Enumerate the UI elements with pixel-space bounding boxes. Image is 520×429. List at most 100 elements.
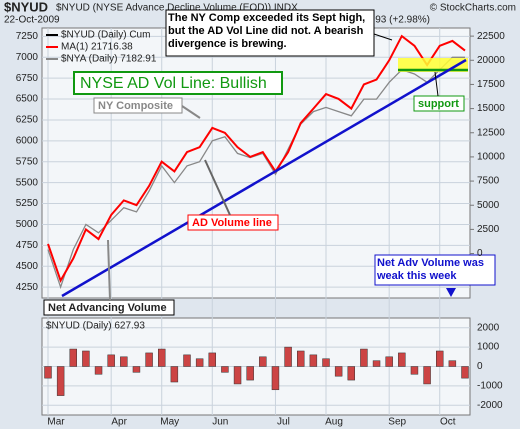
annotation: AD Volume line	[192, 217, 272, 229]
series-line	[47, 34, 466, 284]
bar	[334, 366, 343, 377]
bar	[436, 350, 444, 367]
y-tick-label: 4500	[16, 261, 39, 272]
credit: © StockCharts.com	[430, 3, 516, 14]
annotation: The NY Comp exceeded its Sept high, but …	[168, 12, 366, 50]
annotation-box	[93, 97, 183, 114]
bar	[44, 366, 52, 379]
y-tick-label: 6250	[16, 115, 39, 126]
bar	[145, 352, 153, 367]
bar	[233, 366, 242, 385]
bar	[372, 360, 381, 367]
y2-tick-label: 12500	[477, 127, 505, 138]
y2-tick-label: 7500	[477, 176, 500, 187]
bar	[82, 350, 90, 367]
y-tick-label: 5000	[16, 219, 39, 230]
legend-entry: $NYA (Daily) 7182.91	[61, 54, 157, 65]
y2-tick-label: 0	[477, 248, 483, 259]
annotation: Net Advancing Volume	[48, 302, 167, 314]
y2-tick-label: 2000	[477, 322, 500, 333]
y-tick-label: 4750	[16, 240, 39, 251]
x-tick-label: Oct	[440, 417, 456, 428]
pointer	[181, 105, 201, 119]
bar	[297, 350, 305, 367]
bar	[322, 358, 330, 367]
change: +627.93 (+2.98%)	[350, 15, 430, 26]
y-tick-label: 7000	[16, 52, 39, 63]
legend-entry: $NYUD (Daily) 627.93	[46, 321, 145, 332]
pointer	[204, 159, 231, 216]
chart-title: $NYUD (NYSE Advance Decline Volume (EOD)…	[56, 3, 298, 14]
trend-line	[61, 58, 467, 298]
bar	[448, 360, 457, 367]
bar	[69, 348, 77, 367]
y-tick-label: 5250	[16, 198, 39, 209]
y-tick-label: 5500	[16, 177, 39, 188]
annotation: NY Composite	[98, 100, 173, 112]
bar	[208, 352, 216, 367]
bar	[158, 348, 166, 367]
pointer	[434, 71, 439, 97]
annotation-box	[413, 95, 465, 112]
pointer	[107, 239, 111, 301]
x-tick-label: Jun	[212, 417, 228, 428]
bar	[183, 354, 191, 367]
bar	[94, 366, 103, 375]
annotation-text: Net Adv Volume was weak this week	[377, 257, 484, 282]
x-tick-label: Sep	[388, 417, 406, 428]
y-tick-label: 6750	[16, 73, 39, 84]
y2-tick-label: 0	[477, 361, 483, 372]
y2-tick-label: -2000	[477, 400, 503, 411]
headline-box	[73, 71, 283, 95]
y2-tick-label: 5000	[477, 200, 500, 211]
x-tick-label: Mar	[47, 417, 65, 428]
annotation: support	[418, 98, 459, 110]
annotation-box	[165, 9, 375, 57]
date: 22-Oct-2009	[4, 15, 60, 26]
y2-tick-label: 10000	[477, 152, 505, 163]
legend-title: $NYUD (Daily) Cum	[61, 30, 150, 41]
annotation-box	[187, 214, 279, 231]
bar	[398, 352, 406, 367]
bar	[360, 348, 368, 367]
y-tick-label: 6000	[16, 135, 39, 146]
y2-tick-label: -1000	[477, 381, 503, 392]
labels: $NYUD $NYUD (NYSE Advance Decline Volume…	[4, 0, 516, 428]
bar	[107, 354, 115, 367]
annotation-text: The NY Comp exceeded its Sept high, but …	[168, 12, 366, 50]
x-tick-label: Jul	[277, 417, 290, 428]
bar	[385, 356, 393, 367]
bar	[195, 358, 204, 367]
y2-tick-label: 22500	[477, 31, 505, 42]
x-tick-label: Apr	[111, 417, 127, 428]
headline: NYSE AD Vol Line: Bullish	[80, 75, 267, 92]
marks	[44, 34, 469, 396]
bar	[221, 366, 229, 373]
bar	[246, 366, 254, 381]
bar	[284, 346, 292, 367]
y2-tick-label: 20000	[477, 55, 505, 66]
x-tick-label: Aug	[325, 417, 343, 428]
bar	[461, 366, 469, 379]
bar	[132, 366, 141, 373]
arrow	[446, 288, 456, 297]
y-tick-label: 5750	[16, 156, 39, 167]
y2-tick-label: 15000	[477, 103, 505, 114]
symbol: $NYUD	[4, 0, 48, 14]
bar	[259, 356, 267, 367]
y2-tick-label: 1000	[477, 342, 500, 353]
bar	[410, 366, 419, 375]
legend-entry: MA(1) 21716.38	[61, 42, 133, 53]
bar	[347, 366, 355, 381]
annotation-box	[374, 254, 496, 286]
annotation: Net Adv Volume was weak this week	[377, 257, 484, 282]
bar	[56, 366, 65, 396]
y-tick-label: 4250	[16, 282, 39, 293]
y-tick-label: 6500	[16, 94, 39, 105]
pointer	[373, 33, 393, 41]
bar	[309, 354, 318, 367]
x-tick-label: May	[160, 417, 179, 428]
y2-tick-label: 2500	[477, 224, 500, 235]
bar	[120, 356, 128, 367]
